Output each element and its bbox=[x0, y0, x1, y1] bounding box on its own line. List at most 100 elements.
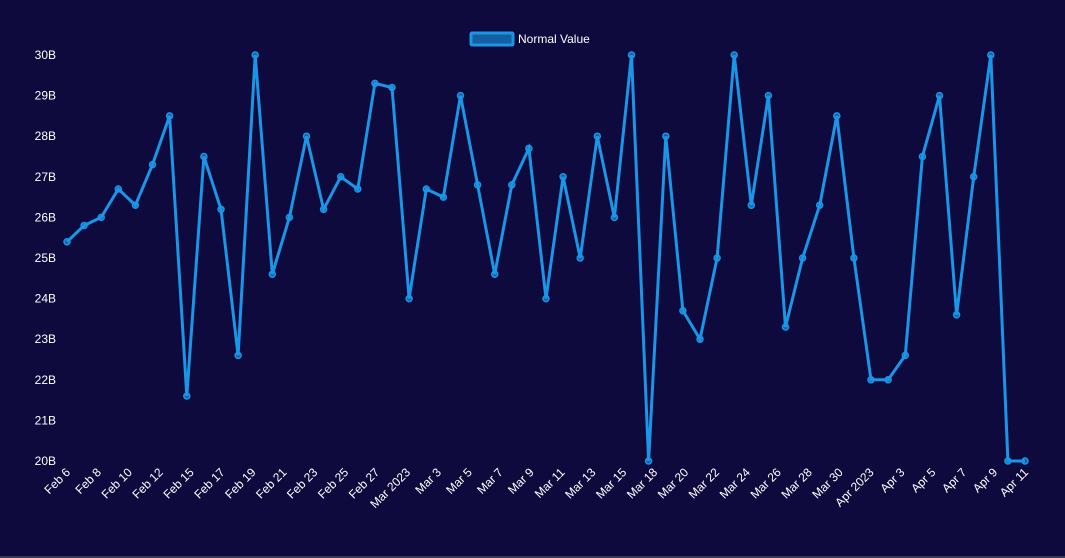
data-point[interactable] bbox=[1021, 457, 1029, 465]
data-point[interactable] bbox=[730, 51, 738, 59]
data-point[interactable] bbox=[285, 213, 294, 222]
x-tick-label: Feb 10 bbox=[99, 465, 136, 502]
x-tick-label: Mar 13 bbox=[562, 465, 599, 502]
x-tick-label: Apr 11 bbox=[997, 465, 1032, 500]
data-point[interactable] bbox=[490, 270, 499, 278]
data-point[interactable] bbox=[747, 201, 756, 209]
y-axis: 20B 21B 22B 23B 24B 25B 26B 27B 28B 29B 30B bbox=[35, 48, 56, 468]
data-point[interactable] bbox=[234, 351, 242, 360]
data-point[interactable] bbox=[884, 376, 892, 384]
data-point[interactable] bbox=[200, 152, 208, 161]
x-tick-label: Feb 15 bbox=[160, 465, 197, 502]
data-point[interactable] bbox=[405, 294, 413, 303]
x-tick-label: Mar 22 bbox=[686, 465, 723, 502]
data-point[interactable] bbox=[867, 376, 875, 384]
y-tick-label: 30B bbox=[35, 48, 56, 62]
x-tick-label: Mar 24 bbox=[717, 465, 754, 502]
x-tick-label: Apr 7 bbox=[939, 465, 969, 495]
data-point[interactable] bbox=[388, 83, 396, 92]
data-point[interactable] bbox=[268, 270, 277, 278]
y-tick-label: 21B bbox=[35, 413, 56, 427]
data-point[interactable] bbox=[627, 51, 636, 59]
data-point[interactable] bbox=[918, 152, 927, 161]
data-point[interactable] bbox=[131, 201, 140, 209]
data-point[interactable] bbox=[610, 213, 619, 222]
data-point[interactable] bbox=[593, 132, 602, 140]
x-tick-label: Mar 15 bbox=[593, 465, 630, 502]
y-tick-label: 20B bbox=[35, 454, 56, 468]
data-point[interactable] bbox=[80, 221, 88, 230]
y-tick-label: 25B bbox=[35, 251, 56, 265]
x-tick-label: Apr 3 bbox=[877, 465, 907, 495]
data-point[interactable] bbox=[644, 457, 653, 465]
data-point[interactable] bbox=[508, 181, 516, 189]
y-tick-label: 28B bbox=[35, 129, 56, 143]
data-point[interactable] bbox=[302, 132, 311, 140]
data-point[interactable] bbox=[319, 205, 328, 214]
data-point[interactable] bbox=[781, 323, 790, 331]
x-tick-label: Apr 5 bbox=[908, 465, 938, 495]
data-point[interactable] bbox=[833, 112, 841, 120]
y-tick-label: 26B bbox=[35, 210, 56, 224]
legend[interactable]: Normal Value bbox=[469, 31, 590, 47]
data-point[interactable] bbox=[114, 185, 123, 193]
x-tick-label: Feb 17 bbox=[191, 465, 228, 502]
data-point[interactable] bbox=[97, 213, 105, 222]
data-point[interactable] bbox=[713, 254, 721, 262]
data-point[interactable] bbox=[952, 311, 961, 319]
data-point[interactable] bbox=[542, 294, 550, 303]
x-tick-label: Feb 12 bbox=[130, 465, 167, 502]
data-point[interactable] bbox=[473, 181, 482, 189]
x-tick-label: Mar 3 bbox=[412, 465, 444, 497]
data-point[interactable] bbox=[969, 173, 978, 181]
data-point[interactable] bbox=[354, 185, 362, 193]
x-tick-label: Mar 5 bbox=[443, 465, 475, 497]
x-tick-label: Feb 6 bbox=[42, 465, 74, 497]
data-point[interactable] bbox=[251, 51, 259, 59]
data-point[interactable] bbox=[798, 254, 807, 262]
y-tick-label: 27B bbox=[35, 170, 56, 184]
data-point[interactable] bbox=[165, 112, 174, 120]
data-point[interactable] bbox=[935, 91, 944, 100]
x-tick-label: Mar 28 bbox=[778, 465, 815, 502]
data-point[interactable] bbox=[764, 91, 773, 100]
y-tick-label: 24B bbox=[35, 292, 56, 306]
data-point[interactable] bbox=[576, 254, 584, 262]
data-point[interactable] bbox=[850, 254, 858, 262]
data-point[interactable] bbox=[815, 201, 824, 209]
x-tick-label: Mar 26 bbox=[748, 465, 785, 502]
data-point[interactable] bbox=[148, 160, 157, 169]
data-point[interactable] bbox=[679, 307, 687, 315]
y-tick-label: 29B bbox=[35, 89, 56, 103]
x-tick-label: Feb 21 bbox=[253, 465, 290, 502]
x-tick-label: Mar 20 bbox=[655, 465, 692, 502]
data-point[interactable] bbox=[987, 51, 995, 59]
x-tick-label: Mar 18 bbox=[624, 465, 661, 502]
data-point[interactable] bbox=[422, 185, 431, 193]
y-tick-label: 22B bbox=[35, 373, 56, 387]
series-normal-value bbox=[63, 51, 1029, 465]
bottom-divider bbox=[0, 556, 1065, 558]
legend-swatch bbox=[469, 31, 515, 47]
x-tick-label: Mar 11 bbox=[532, 465, 568, 501]
legend-label: Normal Value bbox=[518, 32, 590, 46]
x-tick-label: Feb 23 bbox=[284, 465, 321, 502]
y-tick-label: 23B bbox=[35, 332, 56, 346]
data-point[interactable] bbox=[183, 392, 191, 400]
data-point[interactable] bbox=[456, 91, 465, 100]
x-tick-label: Apr 9 bbox=[970, 465, 1000, 495]
data-point[interactable] bbox=[371, 79, 379, 88]
data-point[interactable] bbox=[901, 351, 910, 360]
data-point[interactable] bbox=[439, 193, 448, 201]
data-point[interactable] bbox=[1004, 457, 1012, 465]
data-point[interactable] bbox=[525, 144, 533, 153]
data-point[interactable] bbox=[63, 238, 71, 246]
data-point[interactable] bbox=[336, 173, 345, 181]
data-point[interactable] bbox=[662, 132, 670, 140]
data-point[interactable] bbox=[217, 205, 225, 214]
data-point[interactable] bbox=[696, 335, 704, 343]
data-point[interactable] bbox=[559, 173, 567, 181]
